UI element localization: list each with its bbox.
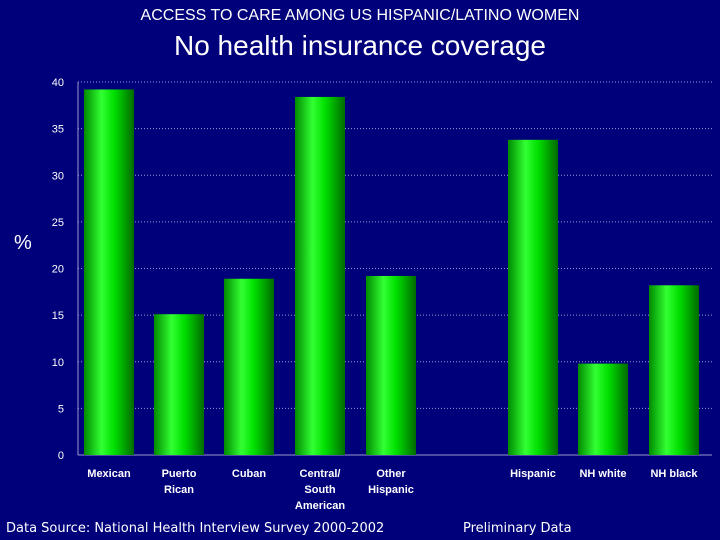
bar xyxy=(578,363,628,455)
x-tick-label: Central/ xyxy=(300,468,341,480)
x-tick-label: NH white xyxy=(579,468,626,480)
y-tick-label: 40 xyxy=(52,77,64,89)
bar xyxy=(508,139,558,455)
x-tick-label: Cuban xyxy=(232,468,267,480)
x-tick-label: NH black xyxy=(650,468,698,480)
bar xyxy=(154,314,204,455)
x-tick-label: Hispanic xyxy=(510,468,556,480)
y-tick-label: 0 xyxy=(58,450,64,462)
y-tick-label: 5 xyxy=(58,403,64,415)
x-tick-label: South xyxy=(304,484,335,496)
x-tick-label: Mexican xyxy=(87,468,131,480)
x-tick-label: Hispanic xyxy=(368,484,414,496)
data-source-note: Data Source: National Health Interview S… xyxy=(6,521,385,536)
y-tick-label: 15 xyxy=(52,310,64,322)
bar xyxy=(84,89,134,456)
bar xyxy=(366,275,416,455)
y-axis-label: % xyxy=(14,232,32,254)
chart-subtitle: ACCESS TO CARE AMONG US HISPANIC/LATINO … xyxy=(140,7,580,24)
x-tick-label: Rican xyxy=(164,484,194,496)
y-tick-label: 35 xyxy=(52,124,64,136)
y-tick-label: 20 xyxy=(52,264,64,276)
x-tick-label: Other xyxy=(376,468,406,480)
bar xyxy=(295,96,345,456)
bar xyxy=(224,278,274,455)
preliminary-data-note: Preliminary Data xyxy=(463,521,572,536)
y-tick-label: 10 xyxy=(52,357,64,369)
y-tick-label: 25 xyxy=(52,217,64,229)
bar xyxy=(649,285,699,455)
y-tick-label: 30 xyxy=(52,170,64,182)
chart-title: No health insurance coverage xyxy=(173,30,546,61)
x-tick-label: Puerto xyxy=(162,468,197,480)
x-tick-label: American xyxy=(295,500,345,512)
